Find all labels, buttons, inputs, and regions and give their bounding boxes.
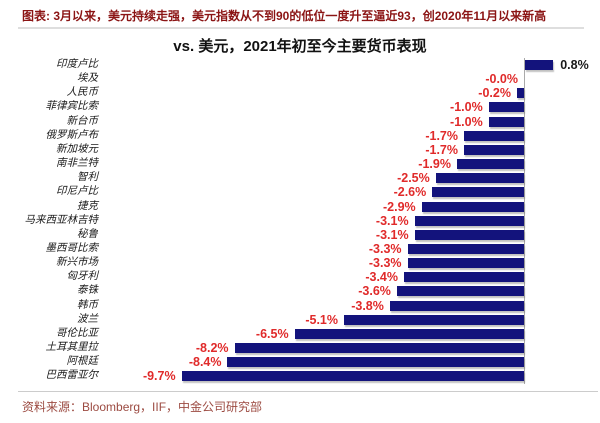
chart-row: 菲律宾比索 -1.0% bbox=[0, 100, 600, 114]
value-label: -1.0% bbox=[450, 114, 483, 129]
bar bbox=[414, 229, 524, 240]
chart-row: 新加坡元 -1.7% bbox=[0, 143, 600, 157]
bar bbox=[407, 243, 524, 254]
bar bbox=[294, 328, 524, 339]
category-label: 印度卢比 bbox=[56, 59, 98, 70]
category-label: 匈牙利 bbox=[66, 271, 99, 283]
chart-row: 哥伦比亚 -6.5% bbox=[0, 327, 600, 341]
chart-row: 墨西哥比索 -3.3% bbox=[0, 242, 600, 256]
bar bbox=[403, 272, 524, 283]
category-label: 印尼卢比 bbox=[56, 186, 98, 198]
chart-row: 土耳其里拉 -8.2% bbox=[0, 341, 600, 355]
value-label: -1.7% bbox=[425, 142, 458, 157]
bar bbox=[421, 201, 524, 212]
bar bbox=[463, 130, 524, 141]
value-label: -3.6% bbox=[358, 284, 391, 299]
category-label: 人民币 bbox=[66, 87, 99, 99]
category-label: 秘鲁 bbox=[77, 228, 98, 240]
value-label: -2.9% bbox=[382, 199, 416, 214]
chart-row: 马来西亚林吉特 -3.1% bbox=[0, 214, 600, 228]
chart-row: 秘鲁 -3.1% bbox=[0, 228, 600, 242]
chart-row: 匈牙利 -3.4% bbox=[0, 270, 600, 284]
bar-chart: 印度卢比 0.8% 埃及 -0.0% 人民币 -0.2% 菲律宾比索 -1.0% 新台币 -1.0… bbox=[0, 58, 600, 384]
value-label: -1.0% bbox=[450, 100, 483, 115]
category-label: 韩币 bbox=[77, 299, 98, 311]
value-label: -1.9% bbox=[418, 157, 451, 172]
value-label: -2.5% bbox=[397, 171, 430, 186]
value-label: -2.6% bbox=[393, 185, 427, 200]
bar bbox=[432, 187, 524, 198]
bar bbox=[407, 258, 524, 269]
zero-axis-line bbox=[524, 58, 525, 384]
chart-row: 智利 -2.5% bbox=[0, 171, 600, 185]
caption-underline bbox=[18, 27, 584, 29]
bar bbox=[234, 343, 524, 353]
value-label: -3.4% bbox=[365, 270, 398, 285]
value-label: -9.7% bbox=[142, 369, 176, 384]
bar bbox=[516, 88, 524, 99]
bar bbox=[463, 144, 524, 155]
value-label: -3.3% bbox=[368, 256, 402, 271]
bar bbox=[488, 102, 524, 113]
category-label: 智利 bbox=[77, 172, 98, 184]
category-label: 马来西亚林吉特 bbox=[24, 214, 99, 226]
category-label: 新台币 bbox=[66, 115, 99, 127]
value-label: -3.1% bbox=[375, 227, 409, 242]
value-label: -1.7% bbox=[425, 128, 458, 143]
value-label: -5.1% bbox=[305, 312, 338, 327]
bar bbox=[396, 286, 524, 297]
chart-title: vs. 美元，2021年初至今主要货币表现 bbox=[173, 38, 427, 55]
chart-row: 俄罗斯卢布 -1.7% bbox=[0, 129, 600, 143]
chart-row: 阿根廷 -8.4% bbox=[0, 355, 600, 369]
chart-row: 新兴市场 -3.3% bbox=[0, 256, 600, 270]
value-label: -3.3% bbox=[368, 241, 402, 256]
source-note: 资料来源：Bloomberg，IIF，中金公司研究部 bbox=[22, 400, 263, 414]
chart-row: 韩币 -3.8% bbox=[0, 299, 600, 313]
category-label: 捷克 bbox=[77, 200, 98, 212]
value-label: -8.2% bbox=[195, 341, 229, 355]
bar bbox=[414, 215, 524, 226]
category-label: 菲律宾比索 bbox=[45, 101, 99, 113]
value-label: -3.1% bbox=[375, 213, 409, 228]
chart-row: 捷克 -2.9% bbox=[0, 200, 600, 214]
category-label: 波兰 bbox=[77, 313, 98, 325]
chart-row: 新台币 -1.0% bbox=[0, 115, 600, 129]
category-label: 阿根廷 bbox=[66, 356, 99, 368]
chart-row: 埃及 -0.0% bbox=[0, 72, 600, 86]
category-label: 俄罗斯卢布 bbox=[45, 129, 99, 141]
bar bbox=[525, 60, 554, 70]
chart-row: 印尼卢比 -2.6% bbox=[0, 185, 600, 199]
category-label: 南非兰特 bbox=[56, 158, 98, 170]
figure-caption: 图表: 3月以来，美元持续走强，美元指数从不到90的低位一度升至逼近93，创20… bbox=[22, 9, 547, 23]
bar bbox=[488, 116, 524, 127]
value-label: -0.0% bbox=[485, 72, 518, 87]
category-label: 巴西雷亚尔 bbox=[45, 370, 99, 382]
value-label: 0.8% bbox=[560, 58, 589, 72]
chart-row: 人民币 -0.2% bbox=[0, 86, 600, 100]
category-label: 新兴市场 bbox=[56, 257, 98, 269]
category-label: 埃及 bbox=[77, 73, 98, 85]
category-label: 土耳其里拉 bbox=[45, 342, 99, 353]
category-label: 哥伦比亚 bbox=[56, 327, 98, 339]
category-label: 泰铢 bbox=[77, 285, 98, 297]
bar bbox=[343, 314, 524, 325]
bar bbox=[389, 300, 524, 311]
category-label: 新加坡元 bbox=[56, 143, 98, 155]
value-label: -3.8% bbox=[351, 298, 384, 313]
category-label: 墨西哥比索 bbox=[45, 242, 99, 254]
bar bbox=[435, 173, 524, 184]
chart-row: 波兰 -5.1% bbox=[0, 313, 600, 327]
chart-row: 泰铢 -3.6% bbox=[0, 284, 600, 298]
value-label: -6.5% bbox=[255, 326, 289, 341]
value-label: -8.4% bbox=[188, 355, 222, 370]
chart-row: 印度卢比 0.8% bbox=[0, 58, 600, 72]
footer-divider bbox=[18, 391, 598, 392]
chart-row: 巴西雷亚尔 -9.7% bbox=[0, 369, 600, 383]
bar bbox=[181, 371, 524, 382]
value-label: -0.2% bbox=[478, 86, 511, 101]
bar bbox=[456, 159, 524, 170]
bar bbox=[227, 357, 524, 368]
chart-row: 南非兰特 -1.9% bbox=[0, 157, 600, 171]
